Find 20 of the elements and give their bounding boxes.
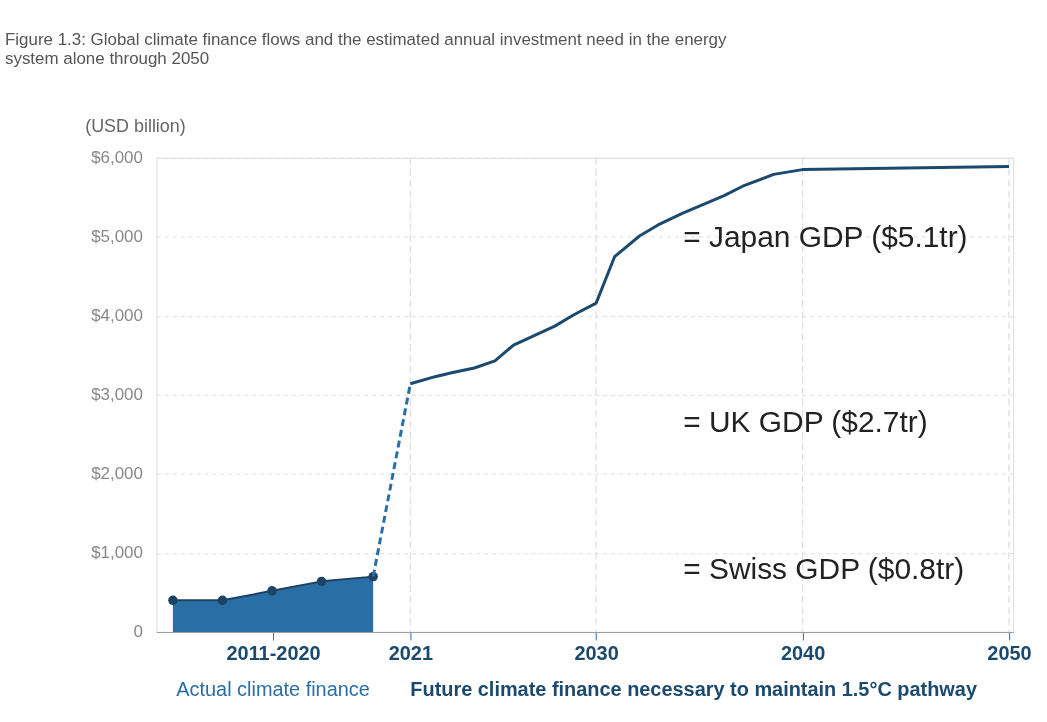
text: Actual climate finance xyxy=(176,677,370,700)
y-tick-label: $1,000 xyxy=(91,543,143,563)
y-axis-title: (USD billion) xyxy=(85,116,186,137)
y-tick-label: $3,000 xyxy=(91,385,143,405)
annotation: = Swiss GDP ($0.8tr) xyxy=(683,552,965,586)
y-tick-label: $4,000 xyxy=(91,306,143,326)
annotation: = UK GDP ($2.7tr) xyxy=(683,405,928,439)
line-series xyxy=(408,164,1011,386)
y-tick-label: $2,000 xyxy=(91,464,143,484)
x-tick-label: 2050 xyxy=(987,642,1032,665)
y-tick-label: 0 xyxy=(133,622,143,642)
x-tick-label: 2030 xyxy=(574,642,619,665)
text: Future climate finance necessary to maintain 1.5°C pathway xyxy=(410,677,977,700)
x-tick-label: 2040 xyxy=(780,642,826,665)
y-tick-label: $5,000 xyxy=(91,227,143,247)
annotation: = Japan GDP ($5.1tr) xyxy=(683,220,968,254)
x-tick-label: 2011-2020 xyxy=(226,642,321,665)
y-tick-label: $6,000 xyxy=(91,148,143,168)
x-tick-label: 2021 xyxy=(388,642,433,665)
chart-title: Figure 1.3: Global climate finance flows and the estimated annual investment need in the energy system alone through 2050 xyxy=(4,30,728,69)
